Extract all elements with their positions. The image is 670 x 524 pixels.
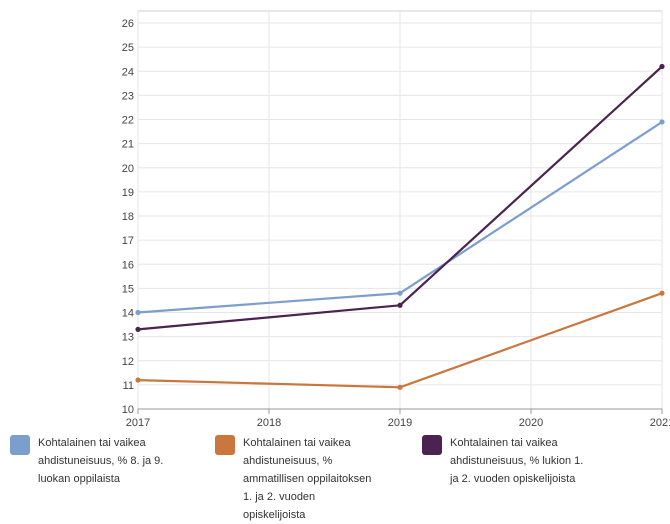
y-tick-label: 26: [122, 18, 134, 30]
y-tick-label: 15: [122, 283, 134, 295]
legend-label-vocational: Kohtalainen tai vaikea ahdistuneisuus, %…: [243, 437, 372, 521]
x-tick-label: 2020: [519, 417, 543, 429]
y-tick-label: 25: [122, 42, 134, 54]
y-tick-label: 11: [123, 380, 134, 392]
y-tick-label: 21: [122, 139, 134, 151]
y-tick-label: 23: [122, 90, 134, 102]
y-tick-label: 22: [122, 115, 134, 127]
series-lines: [135, 63, 665, 390]
data-point: [397, 302, 403, 308]
y-tick-label: 19: [122, 187, 134, 199]
data-point: [397, 290, 403, 296]
x-tick-label: 2019: [388, 417, 412, 429]
y-tick-label: 16: [122, 259, 134, 271]
data-point: [397, 384, 403, 390]
legend-label-lower-secondary: Kohtalainen tai vaikea ahdistuneisuus, %…: [38, 437, 164, 485]
legend-item-upper-secondary[interactable]: Kohtalainen tai vaikea ahdistuneisuus, %…: [422, 434, 585, 488]
data-point: [135, 309, 141, 316]
x-tick-label: 2018: [257, 417, 281, 429]
y-tick-label: 14: [122, 308, 134, 320]
data-point: [659, 63, 665, 70]
y-tick-label: 17: [122, 235, 134, 247]
y-tick-label: 20: [122, 163, 134, 175]
data-point: [135, 377, 141, 383]
legend-label-upper-secondary: Kohtalainen tai vaikea ahdistuneisuus, %…: [450, 437, 584, 485]
y-tick-label: 13: [122, 332, 134, 344]
y-tick-label: 12: [122, 356, 134, 368]
x-tick-label: 2017: [126, 417, 150, 429]
data-point: [659, 290, 665, 296]
data-point: [135, 326, 141, 332]
y-tick-label: 18: [122, 211, 134, 223]
legend-swatch-upper-secondary: [422, 435, 442, 455]
legend-item-vocational[interactable]: Kohtalainen tai vaikea ahdistuneisuus, %…: [215, 434, 378, 524]
y-tick-label: 24: [122, 66, 134, 78]
legend: Kohtalainen tai vaikea ahdistuneisuus, %…: [0, 430, 670, 521]
grid: [137, 10, 663, 410]
data-point: [659, 119, 665, 125]
legend-item-lower-secondary[interactable]: Kohtalainen tai vaikea ahdistuneisuus, %…: [10, 434, 173, 488]
legend-swatch-vocational: [215, 435, 235, 455]
y-tick-label: 10: [122, 404, 134, 416]
legend-swatch-lower-secondary: [10, 435, 30, 455]
